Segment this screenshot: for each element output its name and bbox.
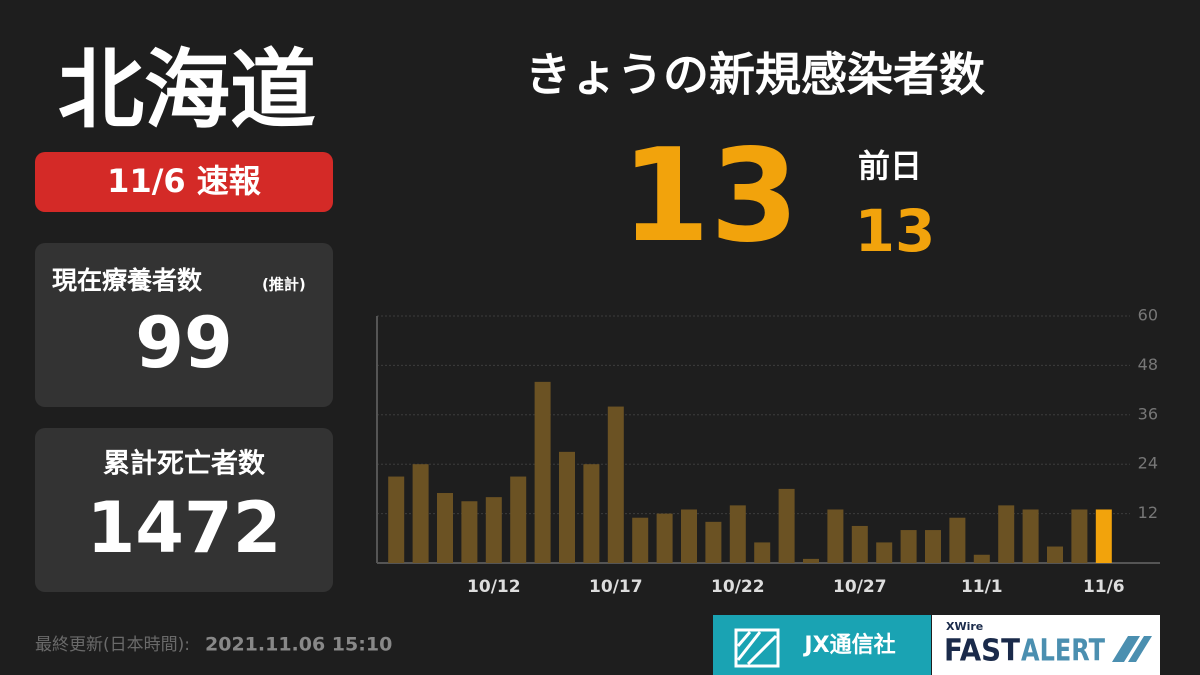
previous-label: 前日 [858, 147, 922, 185]
y-tick-label: 36 [1138, 404, 1158, 423]
bar [925, 530, 941, 563]
today-value: 13 [621, 122, 799, 271]
chart: 12 24 36 48 60 10/12 10/17 10/22 10/27 11/1 11/6 [376, 306, 1160, 597]
bar [998, 505, 1015, 563]
bar [1047, 546, 1063, 563]
bar [412, 464, 429, 563]
brand: JX通信社 [802, 632, 895, 658]
bar [949, 517, 966, 563]
bar [973, 554, 990, 563]
bar [729, 505, 746, 563]
region: 北海道 [58, 40, 316, 140]
panel-note: (推計) [262, 276, 306, 294]
panel-value: 99 [135, 302, 232, 384]
y-tick-label: 24 [1138, 454, 1158, 473]
bar [388, 476, 405, 563]
bar [1071, 509, 1088, 563]
badge: 11/6 速報 [107, 162, 261, 200]
bar [778, 488, 795, 563]
headline: きょうの新規感染者数 [525, 48, 985, 102]
bar [876, 542, 893, 563]
badge-box [35, 152, 333, 212]
product-tag: XWire [946, 620, 983, 633]
product-a: FAST [944, 634, 1020, 669]
x-tick-label: 11/6 [1083, 577, 1125, 597]
bar [754, 542, 771, 563]
bar [583, 464, 600, 563]
brand-icon [734, 628, 780, 668]
y-tick-label: 60 [1138, 306, 1158, 325]
x-tick-label: 11/1 [961, 577, 1003, 597]
bar [607, 406, 624, 563]
product-box [932, 615, 1160, 675]
x-tick-label: 10/22 [711, 577, 765, 597]
product-b: ALERT [1021, 634, 1105, 669]
previous-value: 13 [855, 197, 936, 265]
x-tick-label: 10/27 [833, 577, 887, 597]
bar [827, 509, 844, 563]
x-tick-label: 10/17 [589, 577, 643, 597]
bar [437, 493, 453, 563]
bar [1022, 509, 1039, 563]
bar [559, 451, 575, 563]
updated: 2021.11.06 15:10 [205, 634, 392, 656]
panel [35, 428, 333, 592]
panel-title: 現在療養者数 [52, 266, 203, 295]
bar [1095, 509, 1112, 563]
bar [534, 381, 551, 563]
bar [632, 517, 649, 563]
updated-label: 最終更新(日本時間): [35, 635, 190, 655]
panel-title: 累計死亡者数 [103, 448, 266, 480]
bar [803, 558, 819, 563]
panel-value: 1472 [87, 487, 282, 569]
bar [681, 509, 697, 563]
panel [35, 243, 333, 407]
x-tick-label: 10/12 [467, 577, 521, 597]
bar [485, 497, 502, 563]
bar [900, 530, 917, 563]
bar [461, 501, 478, 563]
y-tick-label: 48 [1138, 355, 1158, 374]
product-icon [1112, 636, 1152, 662]
bar [705, 521, 722, 563]
y-tick-label: 12 [1138, 503, 1158, 522]
bar [656, 513, 673, 563]
bar [851, 525, 868, 563]
bar [510, 476, 527, 563]
